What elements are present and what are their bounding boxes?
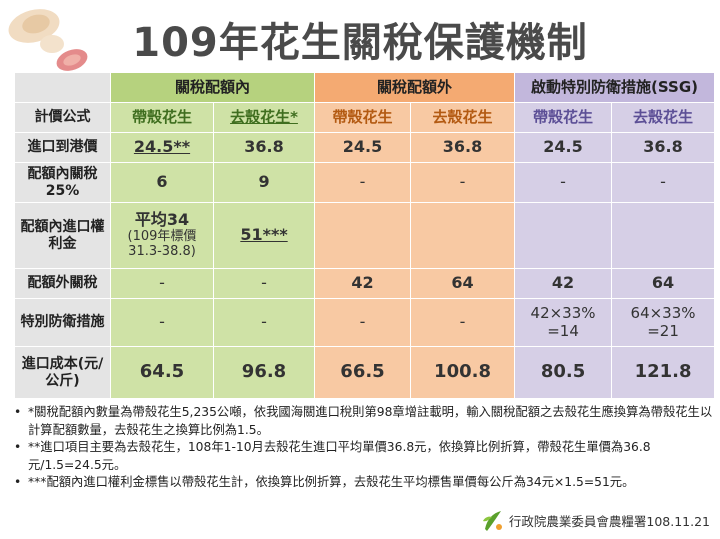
table-cell: 帶殼花生 — [110, 102, 214, 133]
table-cell: 96.8 — [212, 346, 316, 399]
table-row: 進口到港價 24.5** 36.8 24.5 36.8 24.5 36.8 — [14, 132, 716, 163]
footnote-text: **進口項目主要為去殼花生，108年1-10月去殼花生進口平均單價36.8元，依… — [28, 440, 651, 472]
peanut-icon — [56, 49, 88, 71]
table-cell: 24.5 — [514, 132, 613, 163]
table-cell: 121.8 — [611, 346, 716, 399]
table-cell: 80.5 — [514, 346, 613, 399]
bullet-icon: • — [14, 405, 22, 419]
table-cell — [514, 202, 613, 269]
peanut-icon — [8, 9, 64, 53]
footnote-text: ***配額內進口權利金標售以帶殼花生計，依換算比例折算，去殼花生平均標售單價每公… — [28, 475, 635, 489]
table-cell-text: 51*** — [240, 225, 288, 245]
table-cell-line: 64×33% — [630, 304, 696, 323]
table-cell-line: (109年標價 — [127, 228, 197, 244]
header-quota-inside: 關稅配額內 — [109, 72, 316, 103]
table-cell: 24.5 — [314, 132, 412, 163]
table-cell: - — [110, 268, 214, 299]
table-row: 特別防衛措施 - - - - 42×33% =14 64×33% =21 — [14, 298, 716, 347]
table-cell — [410, 202, 516, 269]
row-label: 配額內關稅25% — [14, 162, 111, 203]
row-label: 進口成本(元/公斤) — [14, 346, 111, 399]
table-cell: 帶殼花生 — [314, 102, 412, 133]
table-cell: 66.5 — [314, 346, 412, 399]
table-cell: 去殼花生 — [410, 102, 516, 133]
table-cell: 6 — [110, 162, 214, 203]
footnote-item: • ***配額內進口權利金標售以帶殼花生計，依換算比例折算，去殼花生平均標售單價每… — [14, 474, 714, 492]
tariff-table: 關稅配額內 關稅配額外 啟動特別防衛措施(SSG) 計價公式 帶殼花生 去殼花生… — [14, 72, 716, 399]
table-row: 配額外關稅 - - 42 64 42 64 — [14, 268, 716, 299]
table-cell-line: 42×33% — [530, 304, 596, 323]
header-quota-outside: 關稅配額外 — [314, 72, 516, 103]
footnote-item: • **進口項目主要為去殼花生，108年1-10月去殼花生進口平均單價36.8元，… — [14, 439, 714, 474]
table-cell: 36.8 — [212, 132, 316, 163]
table-cell — [611, 202, 716, 269]
row-label: 配額外關稅 — [14, 268, 111, 299]
table-corner-cell — [14, 72, 111, 103]
table-cell: 帶殼花生 — [514, 102, 613, 133]
table-cell: 42 — [314, 268, 412, 299]
page-title: 109年花生關稅保護機制 — [132, 20, 588, 66]
agency-logo-icon — [482, 511, 502, 531]
table-cell: 24.5** — [110, 132, 214, 163]
bullet-icon: • — [14, 440, 22, 454]
table-cell: 去殼花生* — [212, 102, 316, 133]
table-cell: 64 — [611, 268, 716, 299]
table-cell: - — [314, 162, 412, 203]
table-cell: - — [212, 268, 316, 299]
table-row: 計價公式 帶殼花生 去殼花生* 帶殼花生 去殼花生 帶殼花生 去殼花生 — [14, 102, 716, 133]
table-cell: - — [514, 162, 613, 203]
bullet-icon: • — [14, 475, 22, 489]
table-row: 配額內關稅25% 6 9 - - - - — [14, 162, 716, 203]
table-cell-line: =14 — [547, 321, 579, 340]
row-label: 配額內進口權利金 — [14, 202, 111, 269]
table-cell: 9 — [212, 162, 316, 203]
table-cell: 51*** — [212, 202, 316, 269]
header-ssg: 啟動特別防衛措施(SSG) — [514, 72, 716, 103]
footnote-text: *關稅配額內數量為帶殼花生5,235公噸，依我國海關進口稅則第98章增註載明，輸… — [28, 405, 713, 437]
table-cell: - — [410, 298, 516, 347]
footer: 行政院農業委員會農糧署108.11.21 — [479, 507, 710, 533]
table-cell: 去殼花生 — [611, 102, 716, 133]
table-cell-text: 24.5** — [133, 137, 191, 157]
table-row: 配額內進口權利金 平均34 (109年標價 31.3-38.8) 51*** — [14, 202, 716, 269]
row-label: 進口到港價 — [14, 132, 111, 163]
table-cell: 平均34 (109年標價 31.3-38.8) — [110, 202, 214, 269]
table-cell: 36.8 — [611, 132, 716, 163]
table-header-row: 關稅配額內 關稅配額外 啟動特別防衛措施(SSG) — [14, 72, 716, 103]
row-label: 計價公式 — [14, 102, 111, 133]
table-cell: 64 — [410, 268, 516, 299]
table-cell: - — [611, 162, 716, 203]
table-cell: - — [212, 298, 316, 347]
table-cell: 64.5 — [110, 346, 214, 399]
table-cell — [314, 202, 412, 269]
table-cell-line: =21 — [647, 321, 679, 340]
table-cell: 100.8 — [410, 346, 516, 399]
table-cell-text: 去殼花生* — [230, 107, 298, 126]
table-cell: 42×33% =14 — [514, 298, 613, 347]
footnote-item: • *關稅配額內數量為帶殼花生5,235公噸，依我國海關進口稅則第98章增註載明，… — [14, 404, 714, 439]
table-cell: - — [110, 298, 214, 347]
table-cell: 64×33% =21 — [611, 298, 716, 347]
table-cell: 36.8 — [410, 132, 516, 163]
table-cell: - — [314, 298, 412, 347]
footer-text: 行政院農業委員會農糧署108.11.21 — [508, 513, 710, 529]
footnotes: • *關稅配額內數量為帶殼花生5,235公噸，依我國海關進口稅則第98章增註載明，… — [14, 404, 714, 492]
table-cell-line: 平均34 — [134, 210, 190, 230]
table-cell: - — [410, 162, 516, 203]
row-label: 特別防衛措施 — [14, 298, 111, 347]
table-cell: 42 — [514, 268, 613, 299]
table-cell-line: 31.3-38.8) — [128, 243, 196, 259]
table-row: 進口成本(元/公斤) 64.5 96.8 66.5 100.8 80.5 121… — [14, 346, 716, 399]
